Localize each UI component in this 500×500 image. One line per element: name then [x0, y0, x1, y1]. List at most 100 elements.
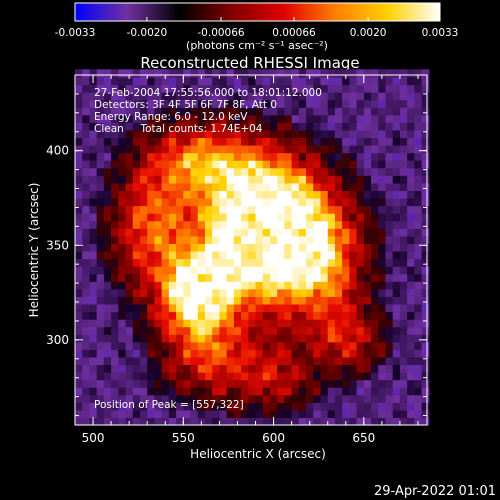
heatmap-cell: [262, 76, 271, 86]
heatmap-cell: [306, 205, 314, 214]
heatmap-cell: [371, 243, 379, 252]
heatmap-cell: [219, 266, 228, 275]
heatmap-cell: [313, 326, 322, 335]
heatmap-cell: [197, 190, 206, 199]
heatmap-cell: [147, 197, 156, 207]
heatmap-cell: [176, 228, 184, 237]
heatmap-cell: [241, 228, 249, 237]
heatmap-cell: [96, 235, 105, 244]
heatmap-cell: [89, 258, 98, 267]
heatmap-cell: [371, 152, 379, 161]
heatmap-cell: [96, 84, 105, 93]
heatmap-cell: [349, 182, 358, 192]
heatmap-cell: [255, 107, 264, 116]
heatmap-cell: [421, 341, 430, 350]
heatmap-cell: [125, 228, 134, 237]
heatmap-cell: [233, 273, 242, 282]
heatmap-cell: [356, 220, 365, 229]
heatmap-cell: [168, 160, 177, 169]
heatmap-cell: [306, 129, 314, 139]
heatmap-cell: [349, 84, 358, 93]
heatmap-cell: [313, 182, 322, 192]
heatmap-cell: [118, 303, 127, 313]
heatmap-cell: [183, 69, 192, 78]
heatmap-cell: [284, 190, 293, 199]
heatmap-cell: [371, 92, 379, 101]
heatmap-cell: [378, 273, 387, 282]
heatmap-cell: [111, 197, 119, 207]
y-axis-label: Heliocentric Y (arcsec): [27, 183, 41, 318]
heatmap-cell: [183, 84, 192, 93]
heatmap-cell: [139, 250, 148, 260]
heatmap-cell: [306, 84, 314, 93]
heatmap-cell: [255, 387, 264, 396]
heatmap-cell: [190, 250, 199, 260]
heatmap-cell: [139, 182, 148, 192]
heatmap-cell: [407, 258, 415, 267]
heatmap-cell: [414, 197, 423, 207]
heatmap-cell: [212, 288, 221, 297]
heatmap-cell: [233, 220, 242, 229]
heatmap-cell: [204, 273, 213, 282]
heatmap-cell: [212, 296, 221, 305]
heatmap-cell: [262, 167, 271, 176]
heatmap-cell: [269, 387, 278, 396]
heatmap-cell: [414, 311, 423, 320]
heatmap-cell: [407, 341, 415, 350]
heatmap-cell: [371, 220, 379, 229]
heatmap-cell: [407, 137, 415, 146]
heatmap-cell: [183, 266, 192, 275]
heatmap-cell: [255, 228, 264, 237]
heatmap-cell: [233, 303, 242, 313]
heatmap-cell: [378, 122, 387, 131]
heatmap-cell: [371, 319, 379, 328]
heatmap-cell: [407, 69, 415, 78]
heatmap-cell: [371, 417, 379, 426]
heatmap-cell: [414, 288, 423, 297]
heatmap-cell: [118, 319, 127, 328]
heatmap-cell: [118, 250, 127, 260]
heatmap-cell: [125, 92, 134, 101]
heatmap-cell: [385, 356, 394, 366]
heatmap-cell: [183, 76, 192, 86]
heatmap-cell: [320, 364, 329, 373]
heatmap-cell: [363, 379, 372, 388]
heatmap-cell: [89, 349, 98, 358]
heatmap-cell: [183, 160, 192, 169]
heatmap-cell: [241, 266, 249, 275]
heatmap-cell: [342, 296, 350, 305]
heatmap-cell: [168, 364, 177, 373]
heatmap-cell: [204, 349, 213, 358]
heatmap-cell: [392, 417, 401, 426]
heatmap-cell: [421, 205, 430, 214]
heatmap-cell: [392, 356, 401, 366]
heatmap-cell: [327, 220, 336, 229]
heatmap-cell: [183, 122, 192, 131]
heatmap-cell: [320, 296, 329, 305]
heatmap-cell: [378, 205, 387, 214]
heatmap-cell: [371, 349, 379, 358]
heatmap-cell: [139, 114, 148, 123]
heatmap-cell: [226, 326, 235, 335]
heatmap-cell: [378, 129, 387, 139]
x-tick-label: 600: [262, 431, 285, 445]
heatmap-cell: [385, 182, 394, 192]
heatmap-cell: [190, 341, 199, 350]
heatmap-cell: [241, 372, 249, 381]
heatmap-cell: [363, 152, 372, 161]
heatmap-cell: [421, 303, 430, 313]
heatmap-cell: [334, 76, 343, 86]
heatmap-cell: [219, 273, 228, 282]
heatmap-cell: [176, 137, 184, 146]
heatmap-cell: [212, 69, 221, 78]
heatmap-cell: [291, 160, 300, 169]
heatmap-cell: [356, 92, 365, 101]
heatmap-cell: [269, 160, 278, 169]
heatmap-cell: [132, 409, 141, 419]
heatmap-cell: [378, 182, 387, 192]
heatmap-cell: [255, 372, 264, 381]
heatmap-cell: [204, 250, 213, 260]
heatmap-cell: [363, 235, 372, 244]
heatmap-cell: [269, 92, 278, 101]
heatmap-cell: [277, 258, 285, 267]
